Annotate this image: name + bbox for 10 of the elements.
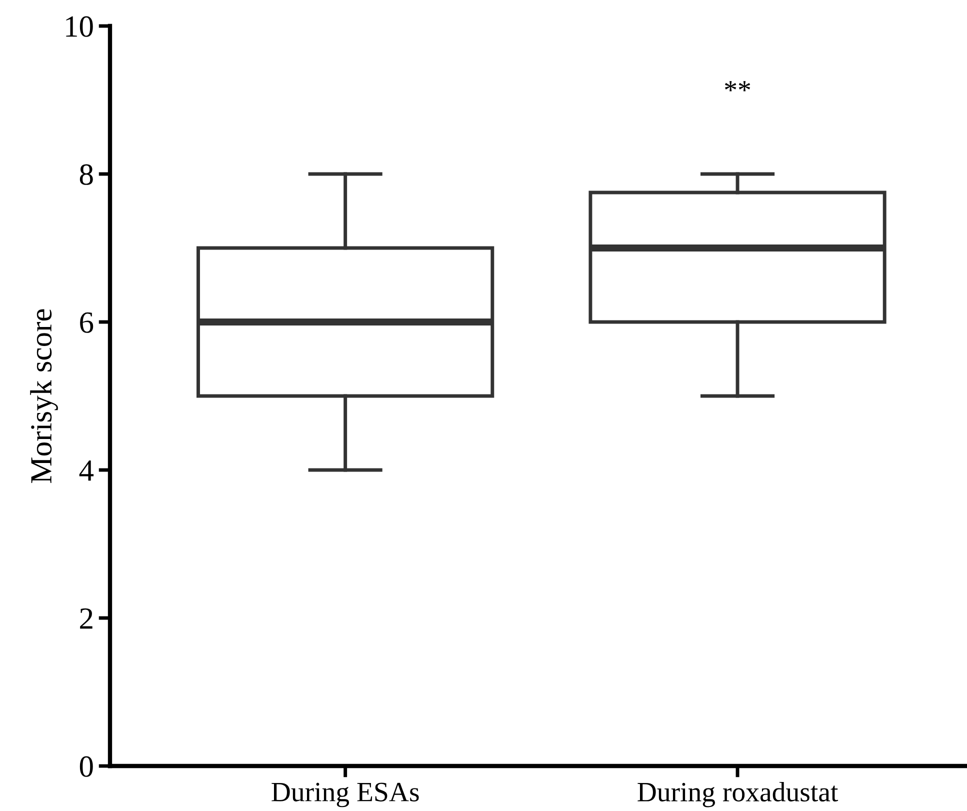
annotation: ** xyxy=(724,81,750,92)
y-tick-label: 2 xyxy=(80,608,92,629)
y-tick-label: 0 xyxy=(80,756,93,777)
x-tick-label: During ESAs xyxy=(272,782,419,808)
y-axis-title: Morisyk score xyxy=(30,309,58,483)
y-tick-label: 10 xyxy=(66,16,93,37)
y-tick-label: 8 xyxy=(80,164,93,185)
x-tick-label: During roxadustat xyxy=(638,782,838,808)
y-tick-label: 6 xyxy=(80,312,94,333)
y-tick-label: 4 xyxy=(79,460,94,481)
